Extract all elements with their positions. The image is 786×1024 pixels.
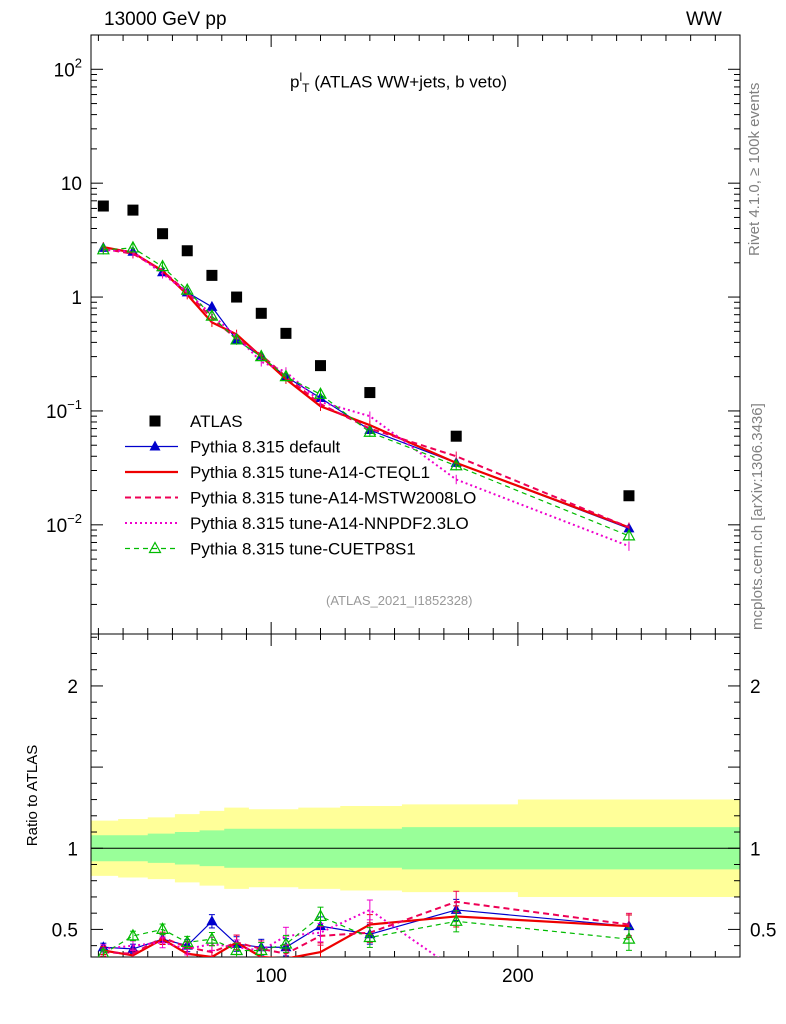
y-tick-label: 1 <box>71 288 82 309</box>
plot-title: plT (ATLAS WW+jets, b veto) <box>290 70 507 95</box>
ratio-y-tick-label-right: 0.5 <box>750 920 776 941</box>
data-point <box>255 307 267 319</box>
ratio-frame <box>90 633 741 958</box>
ratio-y-tick-label: 1 <box>67 839 78 860</box>
data-point <box>180 282 194 295</box>
legend-item-cuetp8s1: Pythia 8.315 tune-CUETP8S1 <box>125 540 416 559</box>
ratio-line-mstw <box>103 900 630 955</box>
data-point <box>280 327 292 339</box>
data-point <box>449 458 463 471</box>
data-point <box>231 291 243 303</box>
data-point <box>314 360 326 372</box>
ratio-line-cuetp8s1 <box>103 915 630 955</box>
data-point <box>127 204 139 216</box>
ratio-y-tick-label: 2 <box>67 677 78 698</box>
data-point <box>254 349 268 362</box>
y-tick-label: 10−1 <box>46 397 82 423</box>
series-line-cuetp8s1 <box>103 247 630 537</box>
ratio-y-tick-label-right: 2 <box>750 677 761 698</box>
legend-item-default: Pythia 8.315 default <box>125 438 341 457</box>
series-line-mstw <box>103 247 630 529</box>
ratio-line-cteql1 <box>103 915 630 957</box>
data-point <box>279 369 293 382</box>
data-point <box>206 269 218 281</box>
ratio-y-tick-label: 0.5 <box>52 920 78 941</box>
data-point <box>230 332 244 345</box>
y-tick-label: 102 <box>54 55 82 81</box>
ratio-point <box>126 928 140 941</box>
ratio-point <box>363 930 377 943</box>
data-point <box>206 300 218 311</box>
x-tick-label: 100 <box>255 966 287 987</box>
legend-label-cteql1: Pythia 8.315 tune-A14-CTEQL1 <box>190 463 430 482</box>
series-atlas <box>97 200 635 502</box>
y-tick-label: 10−2 <box>46 511 82 537</box>
legend-label-nnpdf: Pythia 8.315 tune-A14-NNPDF2.3LO <box>190 514 469 533</box>
ratio-point <box>230 943 244 956</box>
legend-marker-cuetp8s1 <box>148 541 162 554</box>
legend: ATLAS Pythia 8.315 default Pythia 8.315 tu… <box>125 412 476 559</box>
ratio-point <box>205 931 219 944</box>
legend-label-default: Pythia 8.315 default <box>190 438 341 457</box>
data-point <box>126 240 140 253</box>
ratio-point <box>279 936 293 949</box>
legend-label-atlas: ATLAS <box>190 412 243 431</box>
data-point <box>622 528 636 541</box>
ratio-point <box>97 946 110 957</box>
data-point <box>97 200 109 212</box>
ratio-panel: 100 200 0.5 0.5 1 1 2 2 Ratio to ATLAS <box>24 633 776 987</box>
ratio-point <box>622 931 636 944</box>
data-point <box>450 430 462 442</box>
series-line-cteql1 <box>103 245 630 529</box>
x-tick-label: 200 <box>502 966 534 987</box>
plot-title-text: (ATLAS WW+jets, b veto) <box>314 72 508 92</box>
data-point <box>205 308 219 321</box>
data-point <box>363 425 377 437</box>
legend-label-cuetp8s1: Pythia 8.315 tune-CUETP8S1 <box>190 540 416 559</box>
ratio-point <box>180 935 194 947</box>
legend-item-nnpdf: Pythia 8.315 tune-A14-NNPDF2.3LO <box>125 514 469 533</box>
legend-swatch-atlas <box>149 415 161 427</box>
energy-label: 13000 GeV pp <box>104 9 227 30</box>
ratio-y-tick-label-right: 1 <box>750 839 761 860</box>
legend-label-mstw: Pythia 8.315 tune-A14-MSTW2008LO <box>190 489 476 508</box>
ratio-point <box>156 922 170 935</box>
data-point <box>313 387 328 399</box>
data-point <box>623 490 635 502</box>
ratio-series-cuetp8s1 <box>97 906 636 957</box>
ratio-point <box>206 915 218 926</box>
ratio-point <box>449 914 463 926</box>
data-point <box>181 245 193 257</box>
analysis-tag: (ATLAS_2021_I1852328) <box>326 593 473 608</box>
y-tick-label: 10 <box>61 174 82 195</box>
legend-item-atlas: ATLAS <box>149 412 243 431</box>
ratio-line-default <box>103 909 630 950</box>
ratio-point <box>313 909 328 922</box>
plot-title-superscript: l <box>299 70 303 84</box>
data-point <box>156 259 170 272</box>
legend-item-cteql1: Pythia 8.315 tune-A14-CTEQL1 <box>125 463 430 482</box>
ratio-line-nnpdf <box>103 908 440 957</box>
plot-title-subscript: T <box>302 81 310 96</box>
main-panel: 102 10 1 10−1 10−2 <box>46 34 741 635</box>
data-point <box>364 387 376 399</box>
data-point <box>157 228 169 240</box>
ratio-y-axis-label: Ratio to ATLAS <box>24 745 41 846</box>
process-label: WW <box>686 9 722 30</box>
plot-title-symbol: p <box>290 72 300 92</box>
series-cuetp8s1 <box>96 240 636 541</box>
ratio-point <box>254 943 268 956</box>
data-point <box>96 242 110 255</box>
legend-item-mstw: Pythia 8.315 tune-A14-MSTW2008LO <box>125 489 476 508</box>
legend-marker-default <box>149 440 161 451</box>
